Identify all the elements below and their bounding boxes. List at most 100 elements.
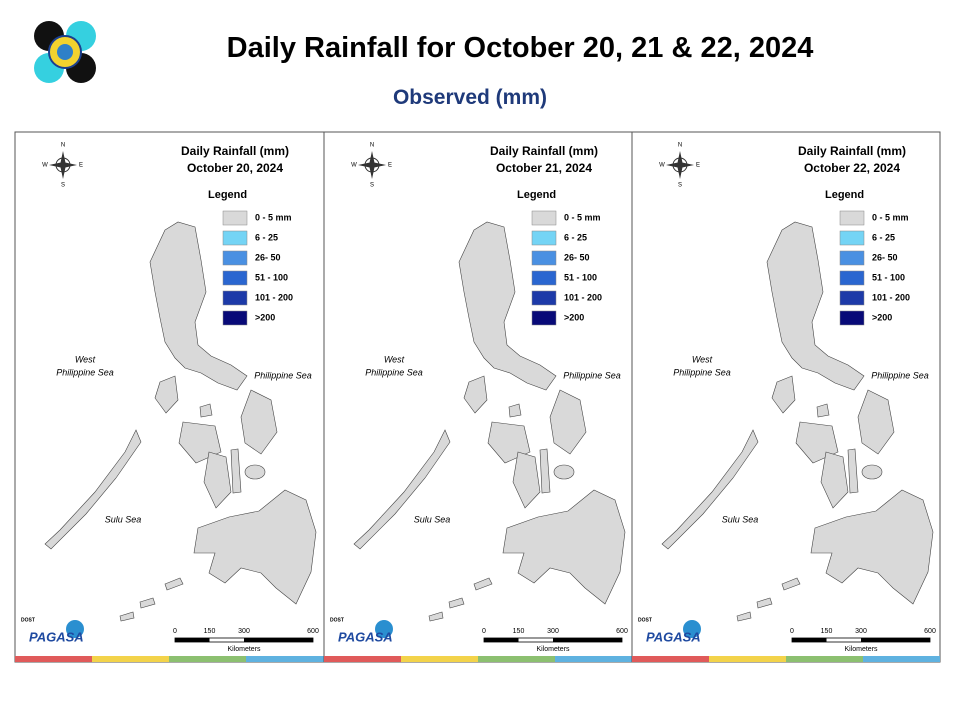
compass-rose [358, 151, 386, 179]
legend-label: >200 [564, 312, 584, 322]
legend-label: 0 - 5 mm [255, 212, 292, 222]
legend-title: Legend [517, 189, 556, 201]
logo-mark [683, 620, 701, 638]
compass-ring [364, 157, 380, 173]
legend-swatch [222, 230, 248, 246]
legend-label: >200 [872, 312, 892, 322]
scale-unit: Kilometers [844, 646, 878, 653]
scale-label: 150 [821, 628, 833, 635]
compass-label: E [696, 163, 700, 169]
scale-label: 300 [855, 628, 867, 635]
compass-rose [666, 151, 694, 179]
sea-label: Philippine Sea [673, 367, 731, 377]
scale-segment [484, 638, 519, 642]
legend-label: 51 - 100 [564, 272, 597, 282]
panel-date: October 22, 2024 [804, 161, 900, 175]
logo-dept: DOST [638, 617, 652, 623]
scale-label: 300 [238, 628, 250, 635]
sea-label: West [692, 354, 713, 364]
map-panel: Daily Rainfall (mm) October 20, 2024 N E S W L… [14, 131, 325, 663]
sea-label: Sulu Sea [105, 514, 142, 524]
compass-label: W [42, 163, 48, 169]
legend-label: 0 - 5 mm [564, 212, 601, 222]
legend-label: 0 - 5 mm [872, 212, 909, 222]
legend-label: >200 [255, 312, 275, 322]
logo-agency: PAGASA [646, 629, 701, 644]
agency-logo [34, 21, 96, 83]
map-panel: Daily Rainfall (mm) October 21, 2024 N E S W L… [323, 131, 633, 663]
logo-dept: DOST [330, 617, 344, 623]
legend-label: 6 - 25 [564, 232, 587, 242]
map-panel: Daily Rainfall (mm) October 22, 2024 N E S W L… [631, 131, 941, 663]
scale-label: 0 [482, 628, 486, 635]
legend-swatch [222, 250, 248, 266]
legend-label: 101 - 200 [255, 292, 293, 302]
legend-swatch [839, 290, 865, 306]
compass-ring [55, 157, 71, 173]
panel-title: Daily Rainfall (mm) [181, 144, 289, 158]
legend-label: 101 - 200 [872, 292, 910, 302]
sea-label: Philippine Sea [254, 370, 312, 380]
compass-label: S [678, 183, 682, 189]
sea-label: West [75, 354, 96, 364]
scale-segment [553, 638, 622, 642]
legend-swatch [839, 250, 865, 266]
scale-unit: Kilometers [227, 646, 261, 653]
legend-label: 51 - 100 [872, 272, 905, 282]
legend-swatch [839, 230, 865, 246]
scale-label: 600 [924, 628, 936, 635]
scale-label: 600 [307, 628, 319, 635]
legend-swatch [839, 270, 865, 286]
sea-label: Philippine Sea [365, 367, 423, 377]
legend-title: Legend [208, 189, 247, 201]
panel-date: October 21, 2024 [496, 161, 592, 175]
logo-mark [375, 620, 393, 638]
panel-title: Daily Rainfall (mm) [798, 144, 906, 158]
scale-label: 0 [173, 628, 177, 635]
legend-label: 6 - 25 [872, 232, 895, 242]
legend-swatch [531, 310, 557, 326]
logo-mark [66, 620, 84, 638]
legend-swatch [222, 290, 248, 306]
sea-label: Philippine Sea [871, 370, 929, 380]
legend-swatch [531, 250, 557, 266]
sea-label: West [384, 354, 405, 364]
compass-label: E [388, 163, 392, 169]
logo-dept: DOST [21, 617, 35, 623]
subtitle: Observed (mm) [392, 86, 548, 109]
logo-agency: PAGASA [29, 629, 84, 644]
sea-label: Sulu Sea [722, 514, 759, 524]
legend-swatch [839, 210, 865, 226]
legend-label: 26- 50 [872, 252, 898, 262]
scale-segment [175, 638, 210, 642]
legend-swatch [531, 210, 557, 226]
panel-title: Daily Rainfall (mm) [490, 144, 598, 158]
compass-label: W [351, 163, 357, 169]
legend-swatch [531, 290, 557, 306]
compass-label: W [659, 163, 665, 169]
compass-label: N [370, 143, 374, 149]
legend-swatch [222, 270, 248, 286]
legend-swatch [531, 270, 557, 286]
scale-label: 300 [547, 628, 559, 635]
scale-label: 150 [513, 628, 525, 635]
scale-segment [244, 638, 313, 642]
legend-swatch [222, 310, 248, 326]
compass-label: E [79, 163, 83, 169]
scale-label: 0 [790, 628, 794, 635]
compass-label: S [61, 183, 65, 189]
compass-label: N [61, 143, 65, 149]
compass-label: N [678, 143, 682, 149]
legend-swatch [531, 230, 557, 246]
legend-label: 51 - 100 [255, 272, 288, 282]
legend-swatch [839, 310, 865, 326]
legend-swatch [222, 210, 248, 226]
sea-label: Philippine Sea [56, 367, 114, 377]
compass-rose [49, 151, 77, 179]
scale-unit: Kilometers [536, 646, 570, 653]
title: Daily Rainfall for October 20, 21 & 22, … [226, 32, 814, 64]
legend-label: 26- 50 [564, 252, 590, 262]
legend-label: 101 - 200 [564, 292, 602, 302]
